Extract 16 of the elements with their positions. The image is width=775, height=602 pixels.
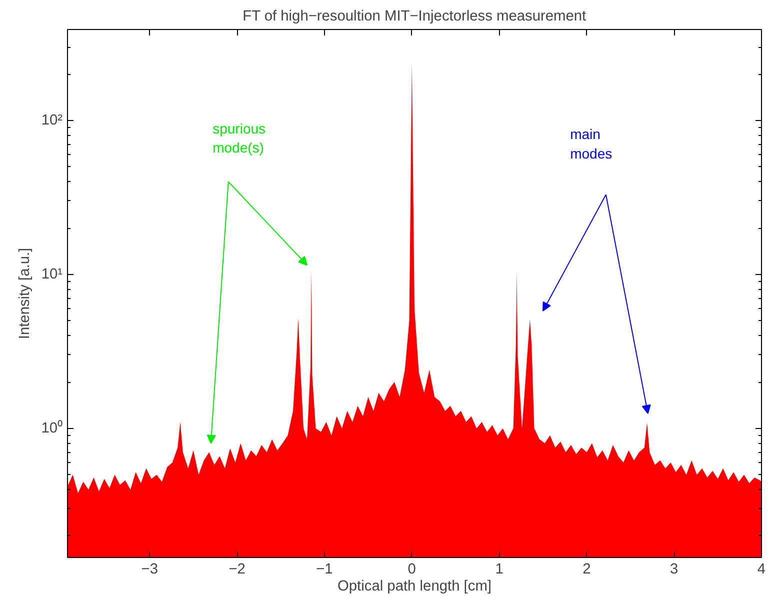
x-tick-label: −3 [141,562,158,578]
x-tick-label: −1 [316,562,333,578]
y-tick-label: 10⁰ [41,419,63,436]
x-tick-label: −2 [228,562,246,578]
annotation: spurious mode(s) [212,120,266,156]
y-tick-label: 10² [41,112,63,128]
chart-title: FT of high−resoultion MIT−Injectorless measurement [242,8,586,24]
annotation: main modes [570,126,612,162]
x-tick-label: 1 [495,562,504,578]
x-tick-label: 3 [670,562,678,578]
y-axis-title: Intensity [a.u.] [17,248,34,340]
x-tick-label: 2 [582,562,591,578]
x-tick-label: 4 [757,562,766,578]
x-axis-title: Optical path length [cm] [338,578,492,594]
y-tick-label: 10¹ [41,266,63,282]
x-tick-label: 0 [408,562,416,578]
